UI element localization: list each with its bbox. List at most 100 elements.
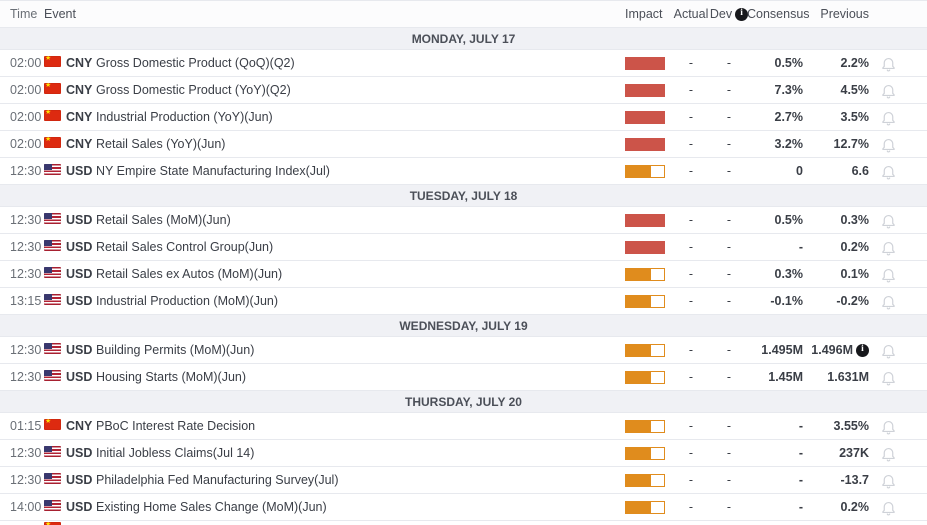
event-row[interactable]: 12:30 USD NY Empire State Manufacturing … [0, 158, 927, 185]
event-row[interactable]: 12:30 USD Retail Sales ex Autos (MoM)(Ju… [0, 261, 927, 288]
day-section-header: THURSDAY, JULY 20 [0, 391, 927, 413]
column-header-event: Event [44, 7, 76, 21]
dev-value: - [726, 56, 732, 70]
currency-flag [44, 419, 61, 430]
dev-value: - [726, 83, 732, 97]
event-row[interactable]: 02:00 CNY Retail Sales (YoY)(Jun) - - 3.… [0, 131, 927, 158]
currency-flag [44, 370, 61, 381]
currency-flag [44, 500, 61, 511]
event-time: 02:00 [10, 137, 42, 151]
event-row[interactable]: 12:30 USD Building Permits (MoM)(Jun) - … [0, 337, 927, 364]
bell-icon[interactable] [880, 418, 897, 435]
event-row[interactable]: 12:30 USD Housing Starts (MoM)(Jun) - - … [0, 364, 927, 391]
event-time: 12:30 [10, 446, 42, 460]
event-name[interactable]: Housing Starts (MoM)(Jun) [96, 370, 247, 384]
impact-bar [625, 473, 665, 487]
previous-value: 1.631M [827, 370, 869, 384]
column-header-time: Time [10, 7, 38, 21]
event-row[interactable]: 02:00 CNY Industrial Production (YoY)(Ju… [0, 104, 927, 131]
bell-icon[interactable] [880, 136, 897, 153]
partial-next-row [0, 521, 927, 525]
previous-value: 12.7% [833, 137, 869, 151]
event-row[interactable]: 02:00 CNY Gross Domestic Product (YoY)(Q… [0, 77, 927, 104]
consensus-value: - [798, 240, 803, 254]
event-row[interactable]: 01:15 CNY PBoC Interest Rate Decision - … [0, 413, 927, 440]
event-row[interactable]: 14:00 USD Existing Home Sales Change (Mo… [0, 494, 927, 521]
previous-value: 6.6 [851, 164, 869, 178]
currency-code: USD [66, 446, 93, 460]
previous-value: 2.2% [840, 56, 870, 70]
dev-info-icon[interactable]: i [735, 7, 749, 21]
dev-value: - [726, 473, 732, 487]
event-name[interactable]: Philadelphia Fed Manufacturing Survey(Ju… [96, 473, 339, 487]
bell-icon[interactable] [880, 82, 897, 99]
currency-code: USD [66, 473, 93, 487]
impact-bar [625, 446, 665, 460]
consensus-value: - [798, 419, 803, 433]
event-name[interactable]: Existing Home Sales Change (MoM)(Jun) [96, 500, 327, 514]
actual-value: - [688, 446, 694, 460]
actual-value: - [688, 370, 694, 384]
event-name[interactable]: Industrial Production (MoM)(Jun) [96, 294, 279, 308]
bell-icon[interactable] [880, 109, 897, 126]
event-name[interactable]: Retail Sales (YoY)(Jun) [96, 137, 226, 151]
bell-icon[interactable] [880, 369, 897, 386]
day-section-header: TUESDAY, JULY 18 [0, 185, 927, 207]
event-row[interactable]: 02:00 CNY Gross Domestic Product (QoQ)(Q… [0, 50, 927, 77]
event-name[interactable]: Retail Sales Control Group(Jun) [96, 240, 274, 254]
event-row[interactable]: 12:30 USD Retail Sales Control Group(Jun… [0, 234, 927, 261]
currency-code: CNY [66, 419, 93, 433]
currency-code: USD [66, 267, 93, 281]
event-row[interactable]: 12:30 USD Retail Sales (MoM)(Jun) - - 0.… [0, 207, 927, 234]
event-time: 12:30 [10, 473, 42, 487]
bell-icon[interactable] [880, 445, 897, 462]
dev-value: - [726, 500, 732, 514]
event-name[interactable]: NY Empire State Manufacturing Index(Jul) [96, 164, 330, 178]
dev-value: - [726, 446, 732, 460]
dev-value: - [726, 240, 732, 254]
bell-icon[interactable] [880, 472, 897, 489]
impact-bar [625, 500, 665, 514]
column-header-consensus: Consensus [747, 7, 810, 21]
impact-bar [625, 419, 665, 433]
bell-icon[interactable] [880, 266, 897, 283]
actual-value: - [688, 213, 694, 227]
dev-value: - [726, 343, 732, 357]
bell-icon[interactable] [880, 212, 897, 229]
day-header-label: TUESDAY, JULY 18 [409, 188, 518, 203]
previous-value: 237K [839, 446, 869, 460]
event-name[interactable]: PBoC Interest Rate Decision [96, 419, 256, 433]
event-row[interactable]: 13:15 USD Industrial Production (MoM)(Ju… [0, 288, 927, 315]
bell-icon[interactable] [880, 239, 897, 256]
bell-icon[interactable] [880, 163, 897, 180]
event-name[interactable]: Gross Domestic Product (QoQ)(Q2) [96, 56, 295, 70]
consensus-value: 7.3% [774, 83, 804, 97]
bell-icon[interactable] [880, 499, 897, 516]
column-header-impact: Impact [625, 7, 663, 21]
actual-value: - [688, 343, 694, 357]
event-row[interactable]: 12:30 USD Philadelphia Fed Manufacturing… [0, 467, 927, 494]
event-name[interactable]: Gross Domestic Product (YoY)(Q2) [96, 83, 291, 97]
impact-bar [625, 137, 665, 151]
event-name[interactable]: Retail Sales (MoM)(Jun) [96, 213, 231, 227]
currency-flag [44, 446, 61, 457]
event-name[interactable]: Retail Sales ex Autos (MoM)(Jun) [96, 267, 283, 281]
previous-info-icon[interactable]: i [856, 343, 869, 357]
event-name[interactable]: Industrial Production (YoY)(Jun) [96, 110, 273, 124]
bell-icon[interactable] [880, 55, 897, 72]
currency-flag [44, 240, 61, 251]
event-name[interactable]: Building Permits (MoM)(Jun) [96, 343, 255, 357]
impact-bar [625, 240, 665, 254]
impact-bar [625, 370, 665, 384]
bell-icon[interactable] [880, 293, 897, 310]
consensus-value: 2.7% [774, 110, 804, 124]
event-row[interactable]: 12:30 USD Initial Jobless Claims(Jul 14)… [0, 440, 927, 467]
event-name[interactable]: Initial Jobless Claims(Jul 14) [96, 446, 255, 460]
consensus-value: 0 [796, 164, 803, 178]
consensus-value: - [798, 446, 803, 460]
bell-icon[interactable] [880, 342, 897, 359]
event-time: 12:30 [10, 240, 42, 254]
currency-flag [44, 56, 61, 67]
dev-value: - [726, 267, 732, 281]
